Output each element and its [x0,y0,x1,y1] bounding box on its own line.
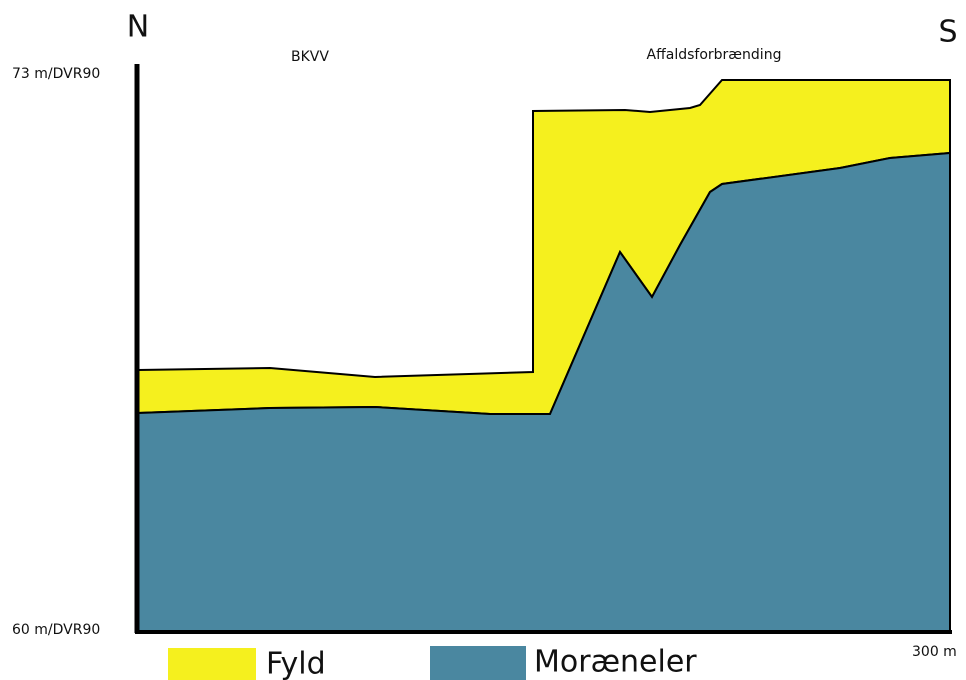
site-label: Affaldsforbrænding [647,47,782,63]
legend-label: Moræneler [534,645,697,680]
site-label: BKVV [291,49,329,65]
axis-top-label: 73 m/DVR90 [12,66,100,82]
legend-swatch [168,648,256,680]
axis-bottom-label: 60 m/DVR90 [12,622,100,638]
legend-label: Fyld [266,647,326,680]
axis-length-label: 300 m [912,644,957,660]
moraine-layer [137,151,951,632]
south-label: S [938,15,957,50]
legend-swatch [430,646,526,680]
north-label: N [127,10,149,45]
